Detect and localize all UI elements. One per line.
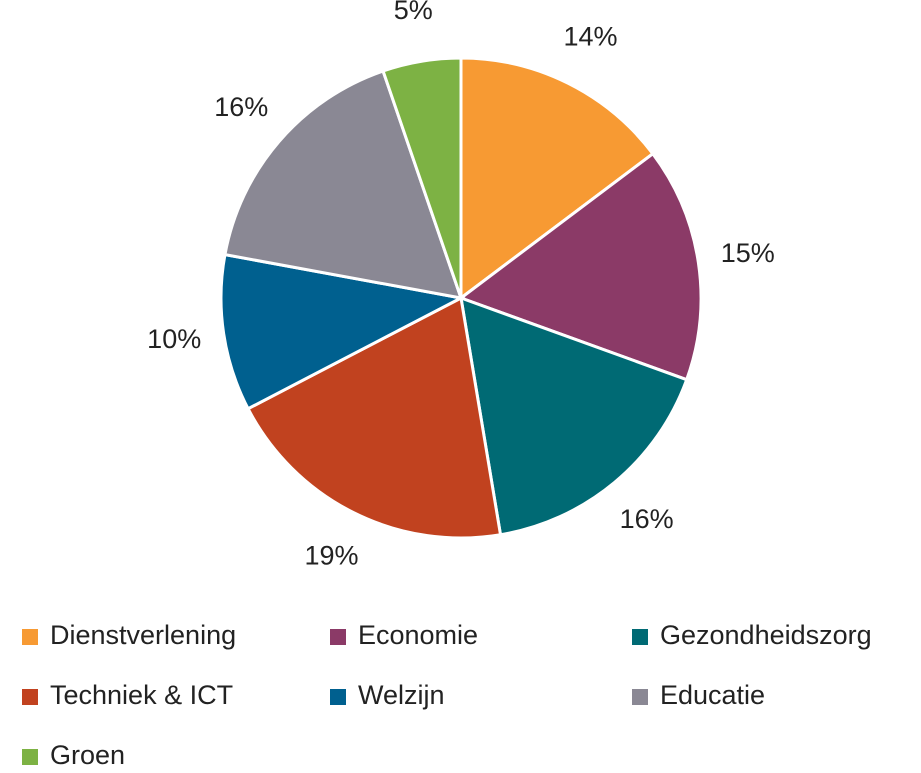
pie-slice (457, 151, 703, 382)
legend-swatch (632, 629, 648, 645)
legend-label: Groen (50, 740, 125, 770)
legend-swatch (330, 689, 346, 705)
legend-swatch (330, 629, 346, 645)
pie-slice (459, 56, 655, 302)
legend-label: Gezondheidszorg (660, 620, 872, 650)
legend-swatch (632, 689, 648, 705)
pie-slice (459, 295, 689, 537)
data-label: 16% (620, 504, 674, 534)
legend-label: Techniek & ICT (50, 680, 233, 710)
data-label: 14% (563, 22, 617, 52)
legend-label: Dienstverlening (50, 620, 236, 650)
legend-swatch (22, 689, 38, 705)
legend-label: Economie (358, 620, 478, 650)
data-label: 16% (214, 92, 268, 122)
legend-label: Welzijn (358, 680, 445, 710)
pie-slice (246, 295, 503, 540)
pie-slice (381, 56, 463, 299)
data-label: 5% (394, 0, 433, 25)
legend-label: Educatie (660, 680, 765, 710)
legend-swatch (22, 629, 38, 645)
legend-swatch (22, 749, 38, 765)
data-label: 19% (304, 541, 358, 571)
pie-slice (219, 252, 466, 411)
data-label: 10% (147, 324, 201, 354)
data-label: 15% (721, 238, 775, 268)
